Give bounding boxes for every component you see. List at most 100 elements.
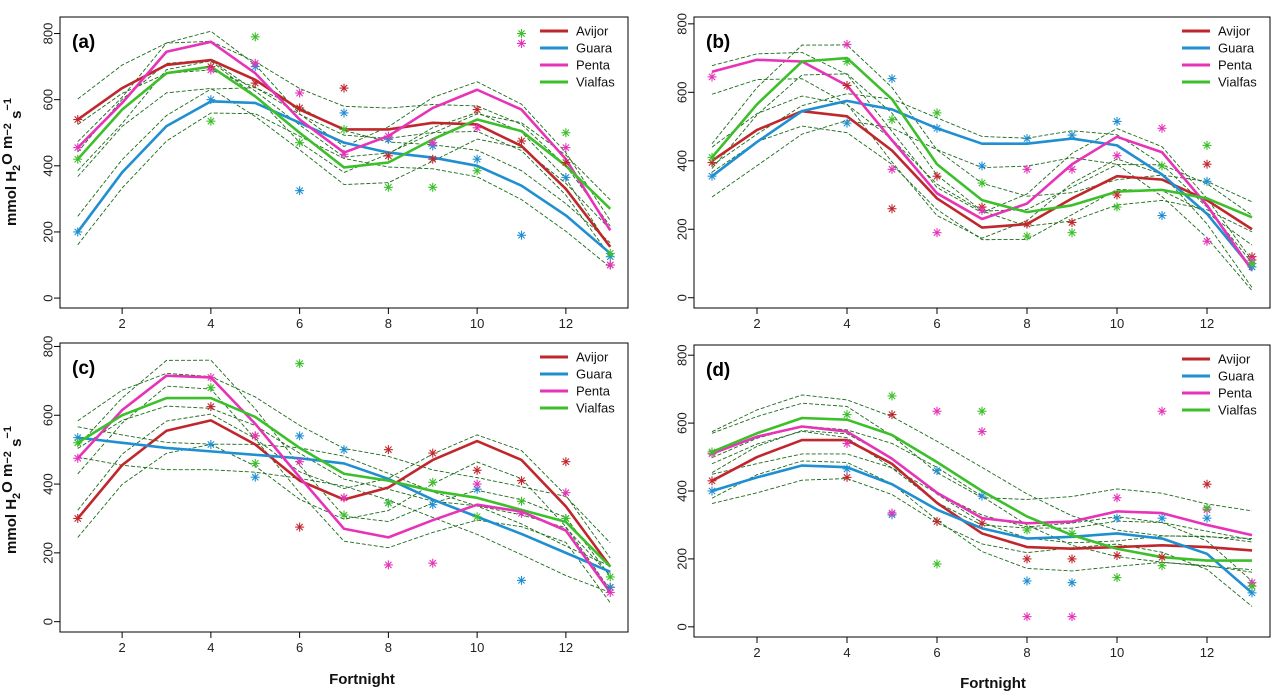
y-axis-label-bottom: mmol H2O m−2 s−1: [0, 426, 25, 554]
ci-band-line: [77, 59, 611, 201]
marker-guara: [1067, 130, 1077, 140]
marker-guara: [1022, 576, 1032, 586]
x-tick-label: 8: [1023, 645, 1030, 660]
marker-guara: [428, 500, 438, 510]
marker-avijor: [472, 105, 482, 115]
y-tick-label: 600: [675, 81, 690, 103]
marker-penta: [250, 431, 260, 441]
marker-avijor: [707, 476, 717, 486]
marker-vialfas: [1247, 258, 1257, 268]
marker-vialfas: [428, 182, 438, 192]
marker-vialfas: [1112, 202, 1122, 212]
marker-guara: [472, 154, 482, 164]
y-tick-label: 0: [675, 294, 690, 301]
y-tick-label: 400: [41, 473, 56, 495]
y-axis-label: mmol H2O m−2 s−1: [0, 98, 25, 226]
marker-avijor: [842, 80, 852, 90]
legend-label-penta: Penta: [576, 384, 611, 399]
panel-b: 0 200 400 600 800 2 4 6 8 10 12 (b) Avijor Guara Penta…: [675, 13, 1271, 331]
legend-label-avijor: Avijor: [576, 350, 609, 365]
ci-band-line: [77, 413, 611, 559]
marker-guara: [206, 95, 216, 105]
marker-guara: [1112, 116, 1122, 126]
x-tick-label: 8: [385, 640, 392, 655]
x-tick-label: 8: [1023, 316, 1030, 331]
marker-avijor: [561, 457, 571, 467]
marker-penta: [707, 72, 717, 82]
ci-band-line: [711, 51, 1253, 261]
marker-vialfas: [842, 410, 852, 420]
marker-vialfas: [1067, 528, 1077, 538]
marker-guara: [250, 472, 260, 482]
panel-a: 0 200 400 600 800 2 4 6 8 10 12 (a) Avijor Guara Penta…: [41, 16, 629, 331]
marker-vialfas: [73, 438, 83, 448]
ci-band-line: [77, 426, 611, 567]
series-line-vialfas: [76, 65, 612, 210]
legend-label-vialfas: Vialfas: [576, 75, 615, 90]
marker-avijor: [1157, 552, 1167, 562]
marker-guara: [977, 491, 987, 501]
ci-band-line: [711, 478, 1253, 607]
marker-guara: [339, 108, 349, 118]
marker-vialfas: [887, 391, 897, 401]
legend: Avijor Guara Penta Vialfas: [1182, 24, 1257, 90]
marker-guara: [707, 171, 717, 181]
x-tick-label: 12: [1200, 316, 1214, 331]
series-line-guara: [77, 436, 611, 573]
panel-c: 0 200 400 600 800 2 4 6 8 10 12 (c) Avijor Guara Penta…: [41, 336, 629, 655]
marker-avijor: [1112, 551, 1122, 561]
marker-avijor: [206, 402, 216, 412]
y-tick-label: 200: [41, 542, 56, 564]
marker-vialfas: [707, 447, 717, 457]
marker-penta: [1112, 151, 1122, 161]
legend-label-vialfas: Vialfas: [1218, 75, 1257, 90]
marker-penta: [605, 260, 615, 270]
y-tick-label: 800: [675, 344, 690, 366]
marker-vialfas: [561, 128, 571, 138]
marker-avijor: [1067, 554, 1077, 564]
legend-label-guara: Guara: [576, 41, 613, 56]
marker-avijor: [472, 465, 482, 475]
y-tick-label: 600: [41, 89, 56, 111]
marker-avijor: [1022, 554, 1032, 564]
marker-guara: [932, 123, 942, 133]
marker-vialfas: [1157, 161, 1167, 171]
marker-avijor: [250, 78, 260, 88]
marker-penta: [932, 228, 942, 238]
x-tick-label: 4: [843, 645, 850, 660]
marker-vialfas: [472, 512, 482, 522]
marker-avijor: [887, 204, 897, 214]
x-tick-label: 4: [207, 640, 214, 655]
series-line-avijor: [711, 438, 1253, 552]
marker-guara: [295, 186, 305, 196]
legend-label-guara: Guara: [576, 367, 613, 382]
ci-band-line: [77, 87, 611, 230]
marker-vialfas: [206, 116, 216, 126]
marker-guara: [707, 486, 717, 496]
marker-guara: [472, 484, 482, 494]
x-tick-label: 2: [753, 316, 760, 331]
marker-penta: [295, 88, 305, 98]
ci-band-line: [77, 405, 611, 577]
marker-vialfas: [472, 166, 482, 176]
marker-vialfas: [977, 406, 987, 416]
y-tick-label: 200: [675, 548, 690, 570]
x-tick-label: 12: [559, 316, 573, 331]
x-tick-label: 6: [933, 316, 940, 331]
marker-guara: [295, 431, 305, 441]
marker-guara: [517, 575, 526, 585]
marker-avijor: [932, 171, 942, 181]
ci-band-line: [77, 87, 611, 244]
marker-vialfas: [932, 108, 942, 118]
marker-penta: [561, 143, 571, 153]
series-line-penta: [711, 425, 1253, 537]
marker-avijor: [295, 103, 305, 113]
plot-frame: [59, 16, 629, 309]
marker-penta: [1202, 236, 1212, 246]
marker-avijor: [428, 154, 438, 164]
marker-guara: [977, 161, 987, 171]
marker-guara: [517, 230, 526, 240]
ci-band-line: [77, 443, 611, 591]
marker-vialfas: [73, 154, 83, 164]
